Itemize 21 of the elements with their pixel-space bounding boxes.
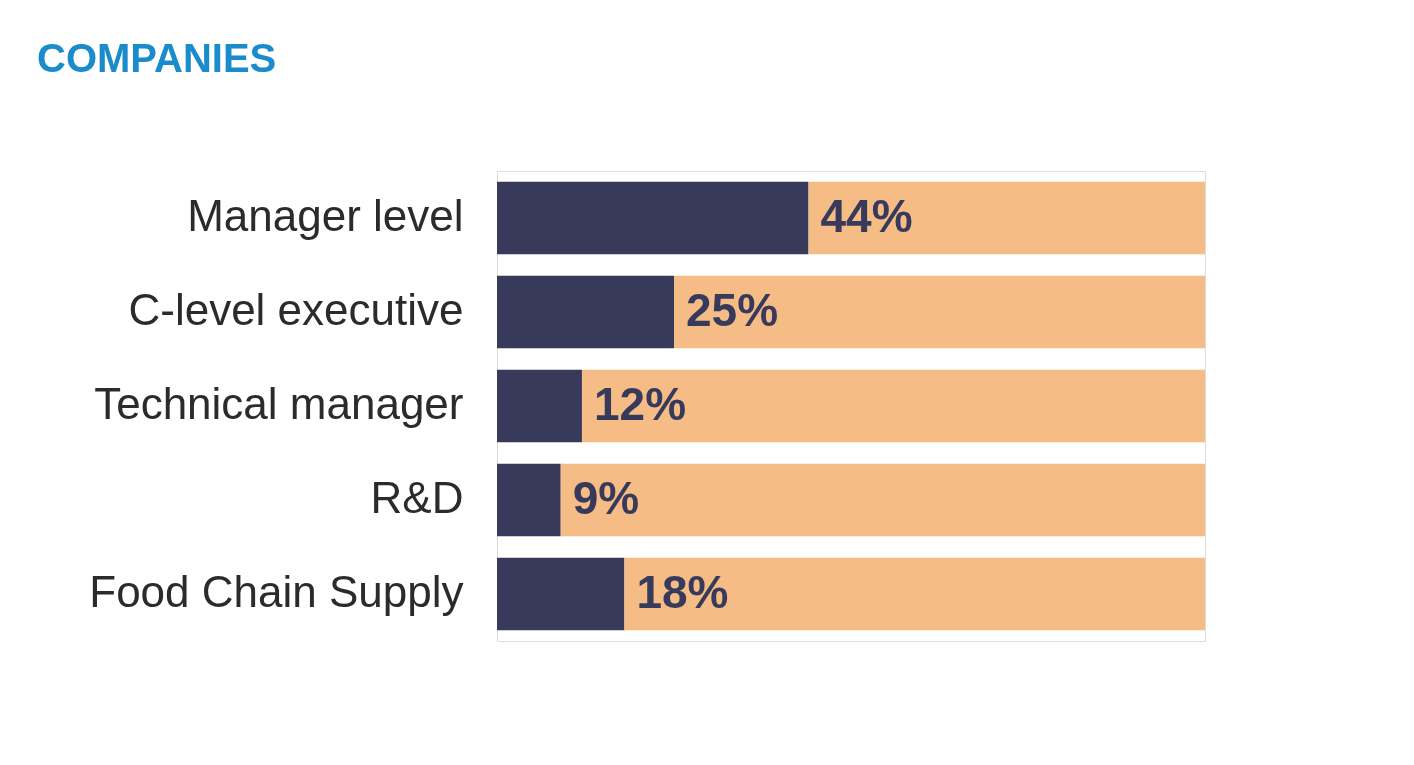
data-label: 44%	[820, 190, 913, 242]
bar	[497, 369, 582, 443]
text: COMPANIES	[37, 36, 277, 80]
data-label: 25%	[686, 284, 779, 336]
bar	[624, 557, 1205, 631]
data-label: 12%	[593, 378, 687, 430]
bar	[497, 557, 625, 631]
bar	[497, 275, 674, 349]
y-tick-label: C-level executive	[128, 285, 464, 334]
bar	[560, 463, 1205, 537]
bar	[581, 369, 1205, 443]
y-tick-label: Manager level	[187, 191, 464, 240]
y-tick-label: Technical manager	[94, 379, 464, 428]
data-label: 9%	[572, 472, 640, 524]
bar	[497, 463, 561, 537]
bar	[674, 275, 1205, 349]
bar	[808, 181, 1205, 255]
y-tick-label: Food Chain Supply	[89, 567, 464, 616]
bar	[497, 181, 809, 255]
data-label: 18%	[636, 566, 729, 618]
y-tick-label: R&D	[370, 473, 464, 522]
